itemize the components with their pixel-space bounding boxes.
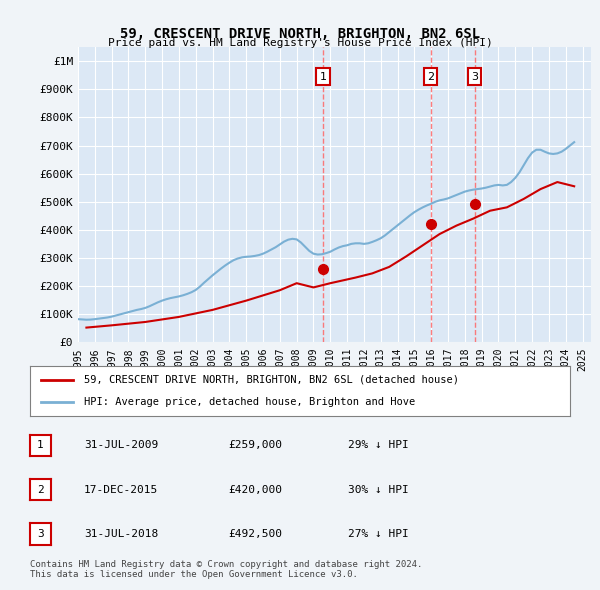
Text: £420,000: £420,000 [228, 485, 282, 494]
Text: 27% ↓ HPI: 27% ↓ HPI [348, 529, 409, 539]
Text: 31-JUL-2009: 31-JUL-2009 [84, 441, 158, 450]
Text: 2: 2 [37, 485, 44, 494]
Text: 59, CRESCENT DRIVE NORTH, BRIGHTON, BN2 6SL: 59, CRESCENT DRIVE NORTH, BRIGHTON, BN2 … [120, 27, 480, 41]
Text: Price paid vs. HM Land Registry's House Price Index (HPI): Price paid vs. HM Land Registry's House … [107, 38, 493, 48]
Text: 30% ↓ HPI: 30% ↓ HPI [348, 485, 409, 494]
Text: 31-JUL-2018: 31-JUL-2018 [84, 529, 158, 539]
Text: £259,000: £259,000 [228, 441, 282, 450]
Text: 2: 2 [427, 72, 434, 81]
Text: 59, CRESCENT DRIVE NORTH, BRIGHTON, BN2 6SL (detached house): 59, CRESCENT DRIVE NORTH, BRIGHTON, BN2 … [84, 375, 459, 385]
Text: 17-DEC-2015: 17-DEC-2015 [84, 485, 158, 494]
Text: 3: 3 [471, 72, 478, 81]
Text: Contains HM Land Registry data © Crown copyright and database right 2024.
This d: Contains HM Land Registry data © Crown c… [30, 560, 422, 579]
Text: 29% ↓ HPI: 29% ↓ HPI [348, 441, 409, 450]
Text: £492,500: £492,500 [228, 529, 282, 539]
Text: 1: 1 [320, 72, 327, 81]
Text: 3: 3 [37, 529, 44, 539]
Text: 1: 1 [37, 441, 44, 450]
Text: HPI: Average price, detached house, Brighton and Hove: HPI: Average price, detached house, Brig… [84, 397, 415, 407]
